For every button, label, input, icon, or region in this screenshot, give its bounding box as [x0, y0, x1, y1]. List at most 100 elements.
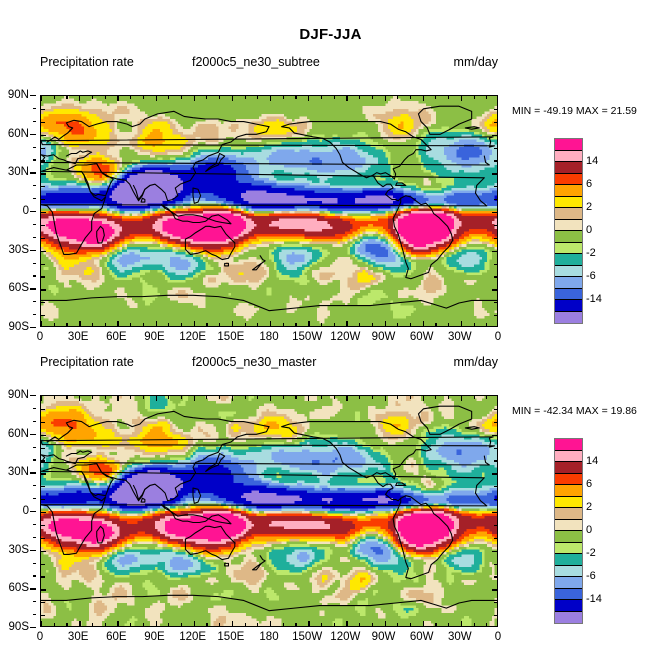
y-axis-tick-right — [494, 615, 497, 617]
y-axis-minor-tick — [32, 498, 36, 500]
x-axis-tick-top — [53, 396, 55, 399]
x-axis-tick — [333, 323, 335, 326]
panel-top-header: Precipitation rate f2000c5_ne30_subtree … — [40, 55, 498, 77]
x-axis-label: 120E — [179, 631, 207, 643]
x-axis-tick — [117, 621, 119, 626]
panel-bottom-map — [40, 395, 498, 627]
x-axis-label: 120W — [330, 331, 361, 343]
colorbar-band — [555, 508, 582, 520]
x-axis-label: 150W — [292, 331, 323, 343]
colorbar-band — [555, 588, 582, 600]
x-axis-tick-top — [359, 396, 361, 399]
y-axis-tick-inner — [41, 550, 46, 552]
y-axis-tick-inner — [41, 421, 45, 423]
x-axis-tick-top — [320, 96, 322, 99]
panel-top-map-canvas — [41, 96, 497, 326]
x-axis-tick — [473, 623, 475, 626]
x-axis-tick-top — [384, 396, 386, 401]
colorbar-tick-label: -6 — [586, 270, 596, 282]
x-axis-tick — [257, 623, 259, 626]
panel-top-variable-label: Precipitation rate — [40, 55, 134, 69]
y-axis-tick-right — [494, 460, 497, 462]
panel-bottom-case-label: f2000c5_ne30_master — [192, 355, 317, 369]
colorbar-band — [555, 231, 582, 243]
panel-top-x-axis: 0 30E 60E 90E 120E 150E 180 150W 120W 90W 60W 30W 0 — [36, 331, 501, 349]
y-axis-tick-right — [492, 250, 497, 252]
y-axis-tick-inner — [41, 563, 45, 565]
x-axis-tick — [486, 323, 488, 326]
x-axis-label: 90W — [371, 331, 396, 343]
x-axis-tick-top — [130, 396, 132, 399]
x-axis-tick-top — [371, 96, 373, 99]
y-axis-tick-right — [492, 289, 497, 291]
x-axis-tick-top — [79, 96, 81, 101]
x-axis-tick-top — [206, 396, 208, 399]
x-axis-tick-top — [117, 96, 119, 101]
x-axis-tick-top — [219, 96, 221, 99]
x-axis-tick — [320, 623, 323, 626]
x-axis-tick-top — [231, 96, 234, 101]
y-axis-tick — [30, 433, 36, 436]
colorbar-band — [555, 196, 582, 208]
x-axis-tick — [104, 623, 106, 626]
y-axis-minor-tick — [32, 420, 36, 422]
y-axis-tick-inner — [41, 302, 45, 304]
x-axis-tick-top — [91, 96, 93, 99]
x-axis-tick — [91, 323, 94, 326]
x-axis-label: 150E — [217, 331, 245, 343]
x-axis-tick — [155, 621, 157, 626]
panel-bottom-colorbar-labels: 14 6 2 0 -2 -6 -14 — [586, 438, 626, 622]
x-axis-label: 90E — [144, 331, 165, 343]
x-axis-tick — [168, 623, 170, 626]
panel-top-colorbar-labels: 14 6 2 0 -2 -6 -14 — [586, 138, 626, 322]
x-axis-tick-top — [409, 396, 412, 399]
x-axis-tick — [460, 621, 463, 626]
y-axis-minor-tick — [32, 446, 36, 448]
x-axis-tick — [180, 623, 183, 626]
x-axis-tick — [41, 621, 43, 626]
x-axis-label: 60W — [409, 631, 434, 643]
y-axis-minor-tick — [32, 120, 36, 122]
x-axis-tick — [359, 323, 361, 326]
y-axis-tick-inner — [41, 447, 45, 449]
x-axis-tick-top — [397, 396, 399, 399]
y-axis-tick-right — [492, 173, 497, 175]
x-axis-tick — [397, 323, 399, 326]
x-axis-tick-top — [193, 396, 195, 401]
x-axis-tick — [282, 623, 284, 626]
panel-top-map — [40, 95, 498, 327]
y-axis-tick-inner — [41, 276, 45, 278]
x-axis-tick-top — [257, 396, 259, 399]
x-axis-tick — [371, 623, 373, 626]
y-axis-minor-tick — [32, 601, 36, 603]
colorbar-band — [555, 288, 582, 300]
x-axis-tick-top — [460, 396, 463, 401]
x-axis-tick-top — [486, 396, 488, 399]
x-axis-label: 0 — [36, 331, 44, 343]
colorbar-band — [555, 519, 582, 531]
y-axis-tick-inner — [41, 524, 45, 527]
x-axis-tick — [371, 323, 373, 326]
y-axis-tick-right — [492, 512, 497, 514]
y-axis-tick-right — [492, 473, 497, 475]
y-axis-tick-inner — [41, 512, 46, 514]
y-axis-minor-tick — [32, 198, 36, 200]
x-axis-label: 60E — [106, 331, 127, 343]
x-axis-tick-top — [180, 96, 183, 99]
x-axis-tick — [359, 623, 361, 626]
y-axis-tick-inner — [41, 134, 46, 136]
x-axis-tick-top — [473, 96, 475, 99]
panel-top-minmax: MIN = -49.19 MAX = 21.59 — [512, 105, 637, 117]
x-axis-label: 180 — [259, 331, 279, 343]
y-axis-tick-right — [494, 302, 497, 304]
y-axis-tick-inner — [41, 499, 45, 501]
panel-top-colorbar — [554, 138, 583, 324]
y-axis-tick-inner — [41, 537, 45, 539]
x-axis-tick-top — [409, 96, 412, 99]
y-axis-tick-inner — [41, 289, 46, 291]
y-axis-minor-tick — [32, 262, 36, 264]
x-axis-tick — [422, 621, 425, 626]
y-axis-label: 30N — [7, 166, 29, 179]
y-axis-tick-inner — [41, 615, 45, 617]
colorbar-band — [555, 450, 582, 462]
